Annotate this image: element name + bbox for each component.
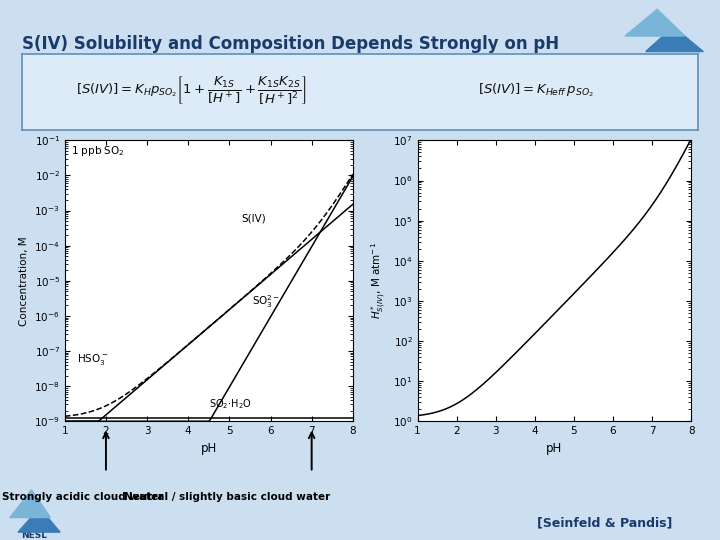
Text: 1 ppb SO$_2$: 1 ppb SO$_2$ xyxy=(71,144,125,158)
X-axis label: pH: pH xyxy=(201,442,217,455)
Text: $[S(IV)] = K_H p_{SO_2} \left[1 + \dfrac{K_{1S}}{[H^+]} + \dfrac{K_{1S}K_{2S}}{[: $[S(IV)] = K_H p_{SO_2} \left[1 + \dfrac… xyxy=(76,75,306,106)
Text: Strongly acidic cloud water: Strongly acidic cloud water xyxy=(2,491,163,502)
Text: S(IV): S(IV) xyxy=(242,213,266,223)
Text: HSO$_3^-$: HSO$_3^-$ xyxy=(77,352,109,367)
Polygon shape xyxy=(18,508,60,532)
Text: SO$_3^{2-}$: SO$_3^{2-}$ xyxy=(252,294,280,310)
Text: [Seinfeld & Pandis]: [Seinfeld & Pandis] xyxy=(537,516,672,530)
X-axis label: pH: pH xyxy=(546,442,562,455)
Text: SO$_2$$\cdot$H$_2$O: SO$_2$$\cdot$H$_2$O xyxy=(209,397,252,411)
Text: NCAR: NCAR xyxy=(654,57,688,68)
Y-axis label: Concentration, M: Concentration, M xyxy=(19,236,29,326)
Y-axis label: $H^*_{S(IV)}$, M atm$^{-1}$: $H^*_{S(IV)}$, M atm$^{-1}$ xyxy=(369,242,387,319)
Text: $[S(IV)] = K_{Heff}\,p_{SO_2}$: $[S(IV)] = K_{Heff}\,p_{SO_2}$ xyxy=(478,82,594,99)
Text: NESL: NESL xyxy=(21,531,48,540)
Polygon shape xyxy=(10,490,50,517)
Polygon shape xyxy=(625,9,685,36)
Polygon shape xyxy=(646,26,703,51)
Text: Neutral / slightly basic cloud water: Neutral / slightly basic cloud water xyxy=(124,491,330,502)
Text: S(IV) Solubility and Composition Depends Strongly on pH: S(IV) Solubility and Composition Depends… xyxy=(22,35,559,53)
